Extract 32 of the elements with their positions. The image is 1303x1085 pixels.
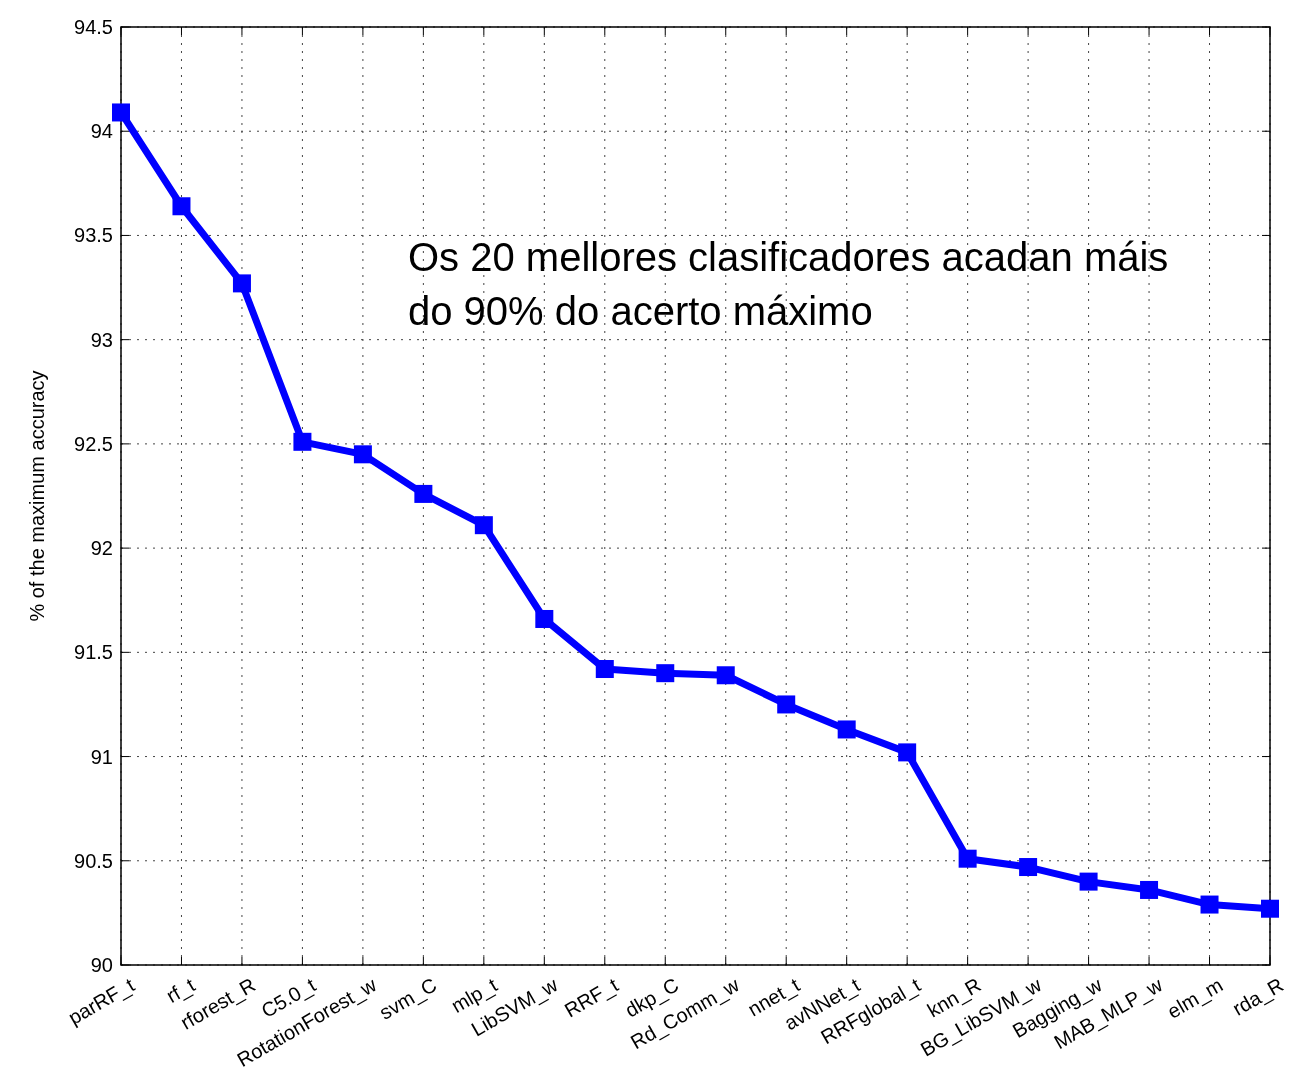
point <box>535 609 554 628</box>
point <box>958 849 977 868</box>
point <box>837 720 856 739</box>
y-tick-label: 92.5 <box>74 432 113 455</box>
point <box>1140 880 1159 899</box>
point <box>595 660 614 679</box>
point <box>1019 858 1038 877</box>
y-axis-title: % of the maximum accuracy <box>26 370 48 622</box>
point <box>474 516 493 535</box>
point <box>112 103 130 122</box>
point <box>1261 899 1279 918</box>
y-tick-label: 91 <box>90 745 113 768</box>
point <box>293 432 312 451</box>
y-tick-label: 91.5 <box>74 641 113 664</box>
y-tick-label: 93.5 <box>74 224 113 247</box>
point <box>777 695 796 714</box>
point <box>232 274 251 293</box>
y-tick-label: 94 <box>90 120 113 143</box>
point <box>898 743 917 762</box>
y-tick-label: 93 <box>90 328 113 351</box>
point <box>353 445 372 464</box>
y-tick-label: 94.5 <box>74 16 113 38</box>
point <box>716 666 735 685</box>
point <box>1079 872 1098 891</box>
point <box>1200 895 1219 914</box>
y-tick-label: 90 <box>90 954 113 976</box>
y-tick-label: 92 <box>90 537 113 560</box>
y-tick-label: 90.5 <box>74 849 113 872</box>
annotation: Os 20 mellores clasificadores acadan máis do 90% do acerto máximo <box>408 234 1170 335</box>
point <box>172 197 191 216</box>
point <box>414 484 433 503</box>
point <box>656 664 675 683</box>
